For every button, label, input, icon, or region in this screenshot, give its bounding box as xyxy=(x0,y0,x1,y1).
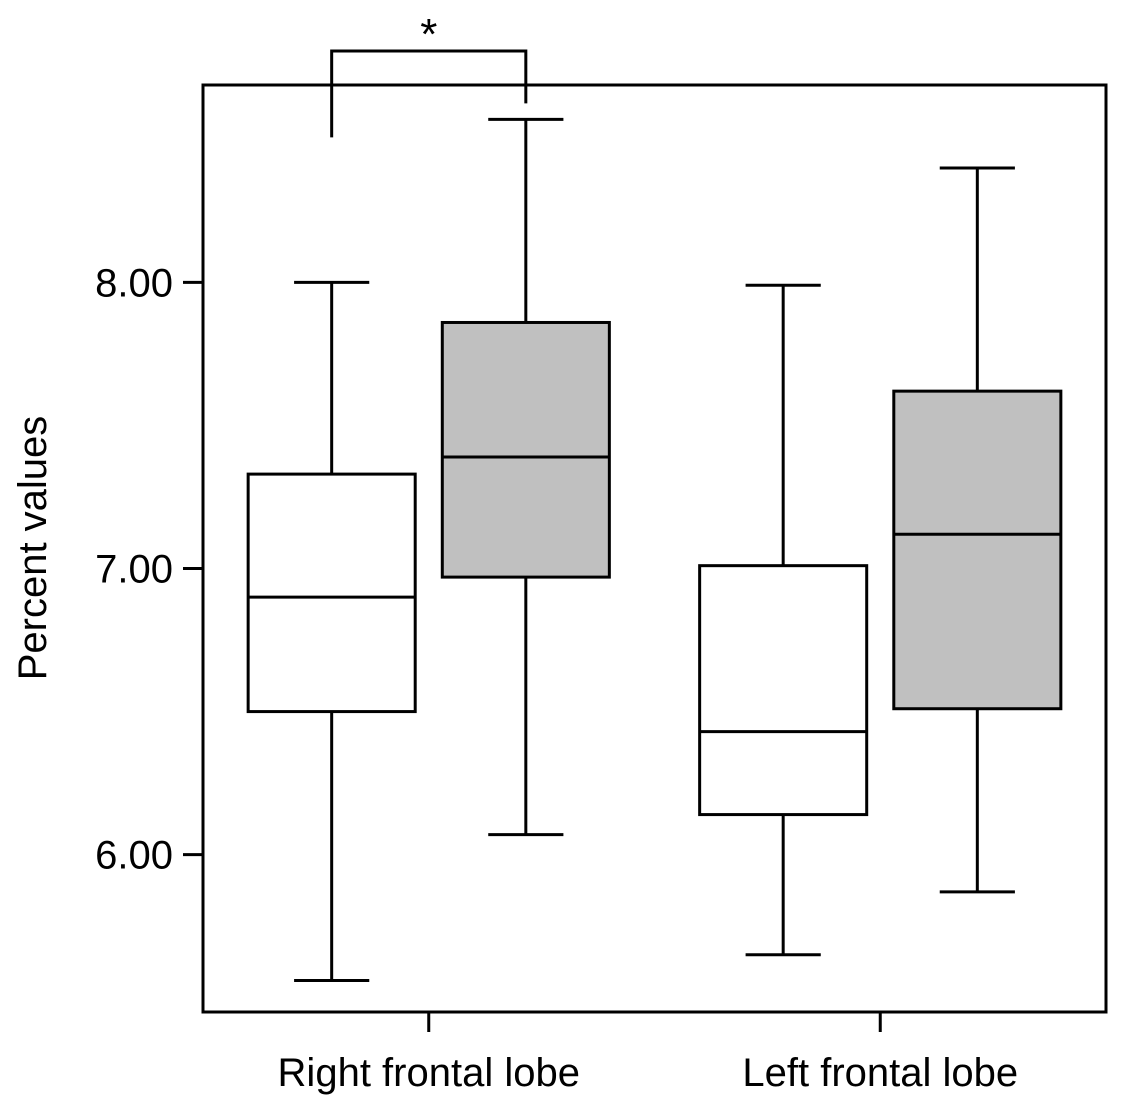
x-axis: Right frontal lobe Left frontal lobe xyxy=(278,1012,1018,1095)
y-tick-label: 8.00 xyxy=(95,261,173,305)
box-whisker xyxy=(440,117,611,837)
y-tick-label: 6.00 xyxy=(95,834,173,878)
iqr-box xyxy=(246,472,417,714)
plot-frame xyxy=(201,83,1108,1014)
box-whisker xyxy=(246,280,417,983)
significance-marker: * xyxy=(420,10,437,59)
iqr-box xyxy=(440,320,611,579)
x-category-label: Left frontal lobe xyxy=(742,1051,1018,1095)
box-whisker xyxy=(698,283,869,957)
significance-bracket xyxy=(330,49,528,138)
boxes-group xyxy=(246,117,1063,983)
iqr-box xyxy=(698,564,869,817)
box-whisker xyxy=(892,166,1063,894)
y-tick-label: 7.00 xyxy=(95,548,173,592)
significance-group: * xyxy=(330,10,528,138)
y-axis: 6.00 7.00 8.00 xyxy=(95,261,203,878)
x-category-label: Right frontal lobe xyxy=(278,1051,580,1095)
iqr-box xyxy=(892,389,1063,711)
y-axis-title: Percent values xyxy=(11,416,55,681)
